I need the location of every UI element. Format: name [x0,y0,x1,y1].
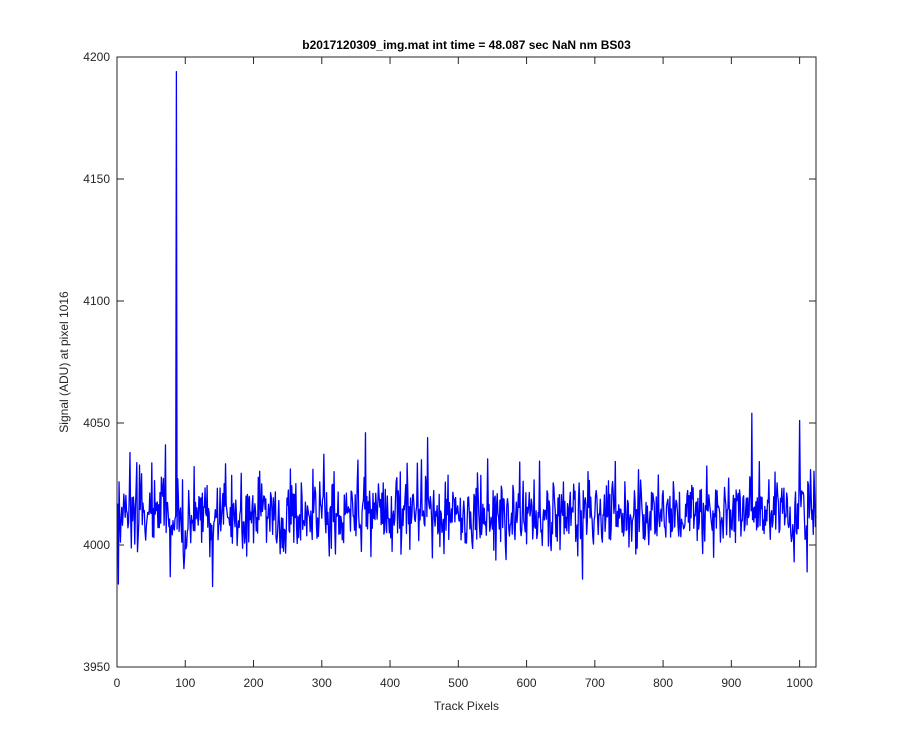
x-tick-label: 0 [114,676,121,690]
y-tick-label: 4000 [83,538,110,552]
chart-title: b2017120309_img.mat int time = 48.087 se… [302,38,631,52]
y-ticks: 3950 4000 4050 4100 4150 4200 [83,50,816,674]
y-tick-label: 3950 [83,660,110,674]
y-tick-label: 4150 [83,172,110,186]
series-layer [117,70,817,588]
y-tick-label: 4200 [83,50,110,64]
y-tick-label: 4100 [83,294,110,308]
x-tick-label: 100 [175,676,195,690]
x-tick-label: 500 [448,676,468,690]
y-tick-label: 4050 [83,416,110,430]
x-tick-label: 700 [585,676,605,690]
x-tick-label: 800 [653,676,673,690]
x-tick-label: 600 [517,676,537,690]
x-tick-label: 300 [312,676,332,690]
y-axis-label: Signal (ADU) at pixel 1016 [57,291,71,433]
x-tick-label: 900 [721,676,741,690]
signal-series-line [117,70,817,588]
axes-box [116,56,817,668]
x-tick-label: 1000 [786,676,813,690]
x-axis-label: Track Pixels [434,699,499,713]
plot-area [117,57,816,667]
x-tick-label: 400 [380,676,400,690]
x-tick-label: 200 [244,676,264,690]
x-ticks: 0 100 200 300 400 500 600 700 800 900 1000 [114,57,813,690]
